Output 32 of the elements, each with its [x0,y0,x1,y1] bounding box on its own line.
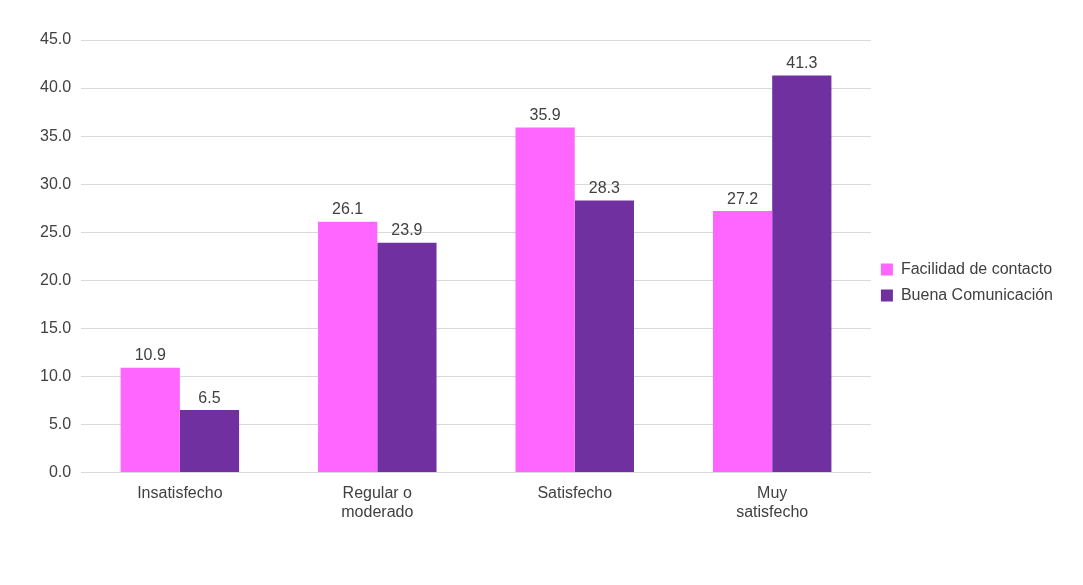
data-label: 28.3 [588,178,621,196]
data-label: 41.3 [786,53,818,71]
bar [179,410,240,473]
bar [377,242,437,473]
bar [574,200,634,473]
y-tick-label: 45.0 [40,30,72,48]
legend-label: Facilidad de contacto [900,259,1053,277]
y-tick-label: 30.0 [40,174,72,192]
data-label: 23.9 [391,221,423,239]
y-tick-label: 5.0 [48,414,72,432]
y-tick-label: 20.0 [40,270,72,288]
bar [318,221,378,473]
y-tick-label: 40.0 [40,78,72,96]
legend-label: Buena Comunicación [900,285,1053,303]
data-label: 10.9 [134,346,166,364]
bar [120,367,180,473]
y-tick-label: 35.0 [40,126,72,144]
x-tick-label: Regular o moderado [341,483,414,520]
data-label: 35.9 [529,105,561,123]
y-tick-label: 25.0 [40,222,72,240]
bar [712,211,773,473]
y-tick-label: 10.0 [40,366,72,384]
data-label: 26.1 [332,200,364,218]
y-tick-label: 15.0 [40,318,72,336]
data-label: 6.5 [198,388,221,406]
x-tick-label: Muy satisfecho [736,483,809,520]
x-tick-label: Satisfecho [537,483,613,501]
y-tick-label: 0.0 [48,463,72,481]
bar [515,127,575,473]
data-label: 27.2 [727,189,759,207]
x-tick-label: Insatisfecho [137,483,223,501]
bar [772,75,832,473]
